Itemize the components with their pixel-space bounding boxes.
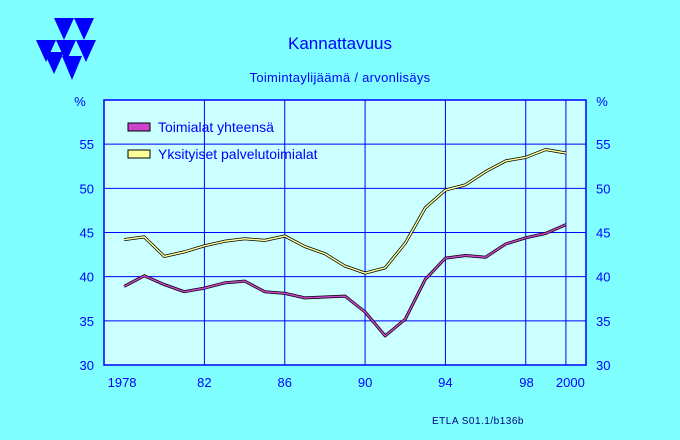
source-label: ETLA S01.1/b136b — [432, 416, 524, 427]
y-axis-left: 30 35 40 45 50 55 — [80, 137, 94, 373]
y-tick-label-right: 35 — [596, 314, 610, 329]
x-tick-label: 94 — [438, 375, 452, 390]
x-axis: 1978 82 86 90 94 98 2000 — [108, 375, 585, 390]
series-line — [124, 148, 567, 274]
y-tick-label-right: 55 — [596, 137, 610, 152]
y-tick-label-right: 45 — [596, 226, 610, 241]
gridlines — [104, 100, 586, 365]
x-tick-label: 86 — [278, 375, 292, 390]
y-tick-label-right: 50 — [596, 181, 610, 196]
y-tick-label-right: 30 — [596, 358, 610, 373]
chart-subtitle: Toimintaylijäämä / arvonlisäys — [249, 70, 431, 85]
legend-swatch — [127, 149, 151, 159]
chart-title: Kannattavuus — [288, 34, 392, 53]
y-tick-label-left: 55 — [80, 137, 94, 152]
y-axis-left-unit: % — [74, 94, 86, 109]
legend-label: Toimialat yhteensä — [158, 119, 274, 135]
x-tick-label: 82 — [197, 375, 211, 390]
y-tick-label-left: 50 — [80, 181, 94, 196]
x-tick-label: 1978 — [108, 375, 137, 390]
y-axis-right: 30 35 40 45 50 55 — [596, 137, 610, 373]
y-axis-right-unit: % — [596, 94, 608, 109]
y-tick-label-left: 45 — [80, 226, 94, 241]
y-tick-label-left: 30 — [80, 358, 94, 373]
series-lines — [123, 148, 567, 338]
x-tick-label: 2000 — [556, 375, 585, 390]
x-tick-label: 98 — [519, 375, 533, 390]
legend: Toimialat yhteensä Yksityiset palvelutoim… — [127, 119, 318, 162]
etla-triangles-logo — [36, 18, 96, 80]
x-tick-label: 90 — [358, 375, 372, 390]
legend-label: Yksityiset palvelutoimialat — [158, 146, 318, 162]
y-tick-label-left: 35 — [80, 314, 94, 329]
series-line — [123, 223, 567, 337]
y-tick-label-right: 40 — [596, 270, 610, 285]
legend-swatch — [127, 122, 151, 132]
y-tick-label-left: 40 — [80, 270, 94, 285]
